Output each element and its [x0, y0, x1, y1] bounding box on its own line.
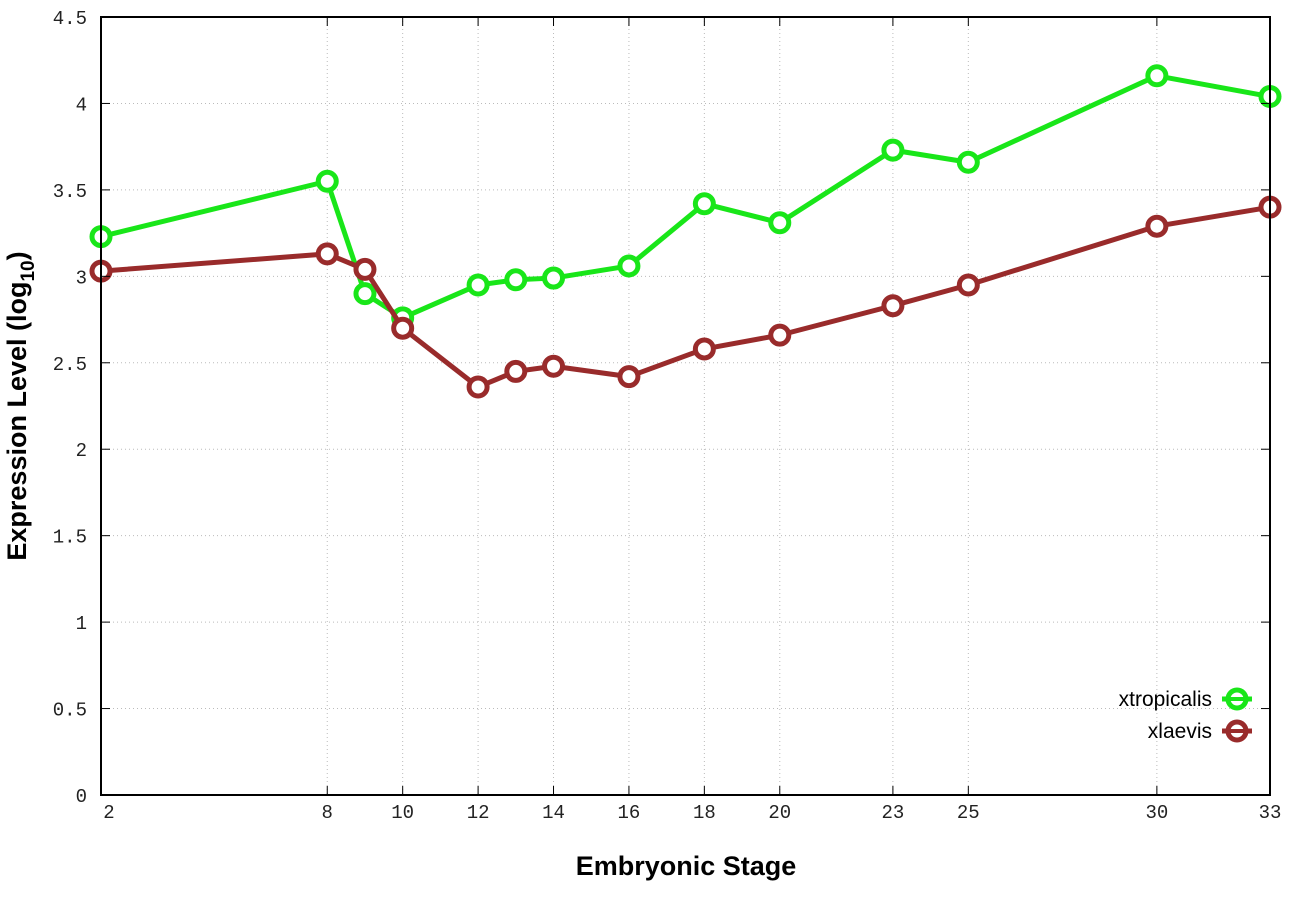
- data-point-xtropicalis: [466, 273, 490, 297]
- y-tick-label: 2.5: [53, 354, 87, 376]
- y-axis-label: Expression Level (log10): [2, 251, 39, 560]
- data-point-xlaevis: [692, 337, 716, 361]
- data-point-xtropicalis: [768, 211, 792, 235]
- x-tick-label: 8: [322, 802, 333, 824]
- data-point-xlaevis: [504, 359, 528, 383]
- data-point-xtropicalis: [881, 138, 905, 162]
- legend-label-xlaevis: xlaevis: [1148, 720, 1212, 743]
- x-tick-label: 12: [467, 802, 490, 824]
- plot-frame: [100, 16, 1271, 796]
- series-layer: [89, 64, 1282, 399]
- data-point-xtropicalis: [353, 282, 377, 306]
- x-tick-label: 2: [103, 802, 114, 824]
- data-point-xtropicalis: [542, 266, 566, 290]
- data-point-xlaevis: [1145, 214, 1169, 238]
- data-point-xlaevis: [466, 375, 490, 399]
- y-tick-label: 0: [76, 786, 87, 808]
- y-tick-label: 1.5: [53, 527, 87, 549]
- y-tick-label: 0.5: [53, 700, 87, 722]
- data-point-xlaevis: [768, 323, 792, 347]
- data-point-xlaevis: [881, 294, 905, 318]
- data-point-xtropicalis: [692, 192, 716, 216]
- x-tick-label: 25: [957, 802, 980, 824]
- x-tick-label: 33: [1259, 802, 1282, 824]
- data-point-xlaevis: [542, 354, 566, 378]
- data-point-xtropicalis: [617, 254, 641, 278]
- x-tick-label: 10: [391, 802, 414, 824]
- data-point-xtropicalis: [315, 169, 339, 193]
- x-tick-label: 30: [1145, 802, 1168, 824]
- x-tick-label: 14: [542, 802, 565, 824]
- data-point-xtropicalis: [504, 268, 528, 292]
- y-tick-label: 3.5: [53, 181, 87, 203]
- y-tick-label: 1: [76, 613, 87, 635]
- data-point-xtropicalis: [956, 150, 980, 174]
- y-tick-label: 4: [76, 94, 87, 116]
- x-tick-label: 16: [618, 802, 641, 824]
- x-axis-label: Embryonic Stage: [576, 851, 797, 881]
- x-tick-label: 23: [881, 802, 904, 824]
- data-point-xlaevis: [617, 365, 641, 389]
- series-line-xlaevis: [100, 204, 1271, 390]
- data-point-xlaevis: [956, 273, 980, 297]
- y-tick-label: 3: [76, 267, 87, 289]
- ticks: 0 0.5 1 1.5 2 2.5 3 3.5 4 4.5 2 8 10 12 14 16 18 20 23 25 30…: [53, 8, 1282, 824]
- data-point-xlaevis: [391, 316, 415, 340]
- legend: xtropicalis xlaevis: [1119, 687, 1252, 743]
- data-point-xlaevis: [315, 242, 339, 266]
- y-tick-label: 2: [76, 440, 87, 462]
- data-point-xlaevis: [353, 257, 377, 281]
- x-tick-label: 20: [768, 802, 791, 824]
- grid: [101, 17, 1270, 795]
- x-tick-label: 18: [693, 802, 716, 824]
- y-tick-label: 4.5: [53, 8, 87, 30]
- legend-label-xtropicalis: xtropicalis: [1119, 688, 1212, 711]
- series-line-xtropicalis: [100, 73, 1271, 321]
- data-point-xtropicalis: [1145, 64, 1169, 88]
